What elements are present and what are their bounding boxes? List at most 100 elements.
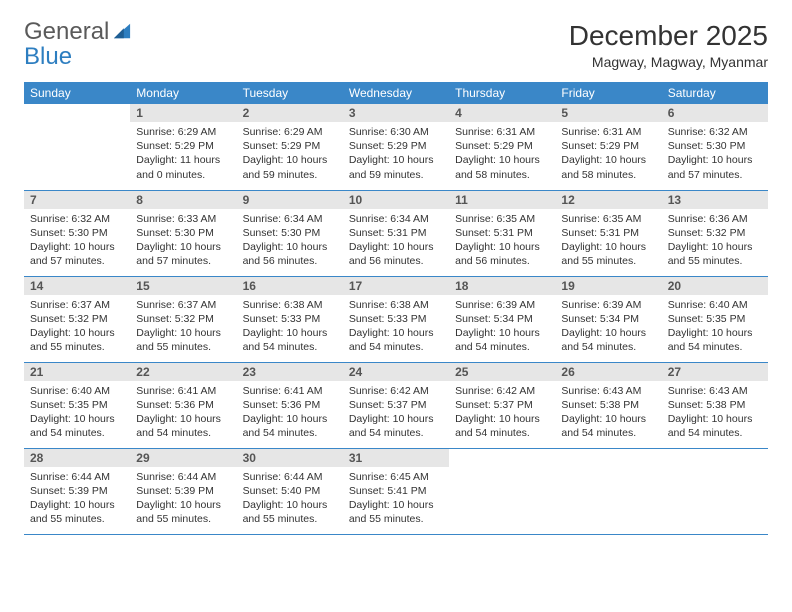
logo-text-b: Blue [24,43,72,70]
day-number: 5 [555,104,661,122]
calendar-empty [662,448,768,534]
day-number: 23 [237,363,343,381]
calendar-day: 24Sunrise: 6:42 AMSunset: 5:37 PMDayligh… [343,362,449,448]
day-details: Sunrise: 6:39 AMSunset: 5:34 PMDaylight:… [449,295,555,358]
calendar-day: 13Sunrise: 6:36 AMSunset: 5:32 PMDayligh… [662,190,768,276]
day-number [449,449,555,467]
day-number: 28 [24,449,130,467]
day-details: Sunrise: 6:35 AMSunset: 5:31 PMDaylight:… [449,209,555,272]
day-details: Sunrise: 6:29 AMSunset: 5:29 PMDaylight:… [237,122,343,185]
day-details: Sunrise: 6:44 AMSunset: 5:40 PMDaylight:… [237,467,343,530]
calendar-day: 10Sunrise: 6:34 AMSunset: 5:31 PMDayligh… [343,190,449,276]
calendar-day: 4Sunrise: 6:31 AMSunset: 5:29 PMDaylight… [449,104,555,190]
month-title: December 2025 [569,20,768,52]
weekday-header: Thursday [449,82,555,104]
calendar-day: 9Sunrise: 6:34 AMSunset: 5:30 PMDaylight… [237,190,343,276]
calendar-day: 28Sunrise: 6:44 AMSunset: 5:39 PMDayligh… [24,448,130,534]
calendar-day: 22Sunrise: 6:41 AMSunset: 5:36 PMDayligh… [130,362,236,448]
calendar-day: 23Sunrise: 6:41 AMSunset: 5:36 PMDayligh… [237,362,343,448]
weekday-header: Sunday [24,82,130,104]
calendar-week-row: 1Sunrise: 6:29 AMSunset: 5:29 PMDaylight… [24,104,768,190]
day-details: Sunrise: 6:44 AMSunset: 5:39 PMDaylight:… [130,467,236,530]
day-number: 6 [662,104,768,122]
day-number: 15 [130,277,236,295]
calendar-day: 3Sunrise: 6:30 AMSunset: 5:29 PMDaylight… [343,104,449,190]
day-details: Sunrise: 6:38 AMSunset: 5:33 PMDaylight:… [343,295,449,358]
day-number: 24 [343,363,449,381]
day-number: 14 [24,277,130,295]
day-details: Sunrise: 6:30 AMSunset: 5:29 PMDaylight:… [343,122,449,185]
calendar-day: 31Sunrise: 6:45 AMSunset: 5:41 PMDayligh… [343,448,449,534]
calendar-day: 8Sunrise: 6:33 AMSunset: 5:30 PMDaylight… [130,190,236,276]
day-details: Sunrise: 6:41 AMSunset: 5:36 PMDaylight:… [237,381,343,444]
day-details: Sunrise: 6:32 AMSunset: 5:30 PMDaylight:… [662,122,768,185]
day-details: Sunrise: 6:37 AMSunset: 5:32 PMDaylight:… [130,295,236,358]
day-number: 18 [449,277,555,295]
day-number: 20 [662,277,768,295]
weekday-header: Tuesday [237,82,343,104]
calendar-day: 12Sunrise: 6:35 AMSunset: 5:31 PMDayligh… [555,190,661,276]
day-number [24,104,130,122]
weekday-header: Friday [555,82,661,104]
day-number: 21 [24,363,130,381]
day-details: Sunrise: 6:31 AMSunset: 5:29 PMDaylight:… [555,122,661,185]
day-details: Sunrise: 6:43 AMSunset: 5:38 PMDaylight:… [555,381,661,444]
calendar-week-row: 28Sunrise: 6:44 AMSunset: 5:39 PMDayligh… [24,448,768,534]
day-number: 7 [24,191,130,209]
page-header: GeneralBlue December 2025 Magway, Magway… [24,20,768,70]
day-number: 13 [662,191,768,209]
logo-text-a: General [24,18,109,45]
day-details: Sunrise: 6:33 AMSunset: 5:30 PMDaylight:… [130,209,236,272]
day-details: Sunrise: 6:45 AMSunset: 5:41 PMDaylight:… [343,467,449,530]
calendar-week-row: 21Sunrise: 6:40 AMSunset: 5:35 PMDayligh… [24,362,768,448]
day-number: 4 [449,104,555,122]
calendar-day: 16Sunrise: 6:38 AMSunset: 5:33 PMDayligh… [237,276,343,362]
day-details: Sunrise: 6:34 AMSunset: 5:31 PMDaylight:… [343,209,449,272]
logo-sail-icon [112,21,132,45]
day-number: 16 [237,277,343,295]
day-details: Sunrise: 6:29 AMSunset: 5:29 PMDaylight:… [130,122,236,185]
calendar-day: 15Sunrise: 6:37 AMSunset: 5:32 PMDayligh… [130,276,236,362]
day-number: 31 [343,449,449,467]
weekday-header: Saturday [662,82,768,104]
calendar-page: GeneralBlue December 2025 Magway, Magway… [0,0,792,555]
calendar-day: 25Sunrise: 6:42 AMSunset: 5:37 PMDayligh… [449,362,555,448]
day-details: Sunrise: 6:42 AMSunset: 5:37 PMDaylight:… [449,381,555,444]
day-number: 19 [555,277,661,295]
calendar-head: SundayMondayTuesdayWednesdayThursdayFrid… [24,82,768,104]
calendar-day: 7Sunrise: 6:32 AMSunset: 5:30 PMDaylight… [24,190,130,276]
calendar-day: 17Sunrise: 6:38 AMSunset: 5:33 PMDayligh… [343,276,449,362]
day-number: 3 [343,104,449,122]
day-details: Sunrise: 6:34 AMSunset: 5:30 PMDaylight:… [237,209,343,272]
day-number: 30 [237,449,343,467]
day-number: 25 [449,363,555,381]
day-number: 10 [343,191,449,209]
calendar-day: 29Sunrise: 6:44 AMSunset: 5:39 PMDayligh… [130,448,236,534]
day-number: 8 [130,191,236,209]
day-number: 17 [343,277,449,295]
calendar-table: SundayMondayTuesdayWednesdayThursdayFrid… [24,82,768,535]
day-number: 27 [662,363,768,381]
day-details: Sunrise: 6:43 AMSunset: 5:38 PMDaylight:… [662,381,768,444]
title-block: December 2025 Magway, Magway, Myanmar [569,20,768,70]
day-number: 12 [555,191,661,209]
calendar-day: 21Sunrise: 6:40 AMSunset: 5:35 PMDayligh… [24,362,130,448]
calendar-day: 11Sunrise: 6:35 AMSunset: 5:31 PMDayligh… [449,190,555,276]
weekday-header: Wednesday [343,82,449,104]
calendar-week-row: 7Sunrise: 6:32 AMSunset: 5:30 PMDaylight… [24,190,768,276]
day-number [662,449,768,467]
day-number: 9 [237,191,343,209]
calendar-day: 5Sunrise: 6:31 AMSunset: 5:29 PMDaylight… [555,104,661,190]
day-number: 22 [130,363,236,381]
day-number: 1 [130,104,236,122]
day-details: Sunrise: 6:36 AMSunset: 5:32 PMDaylight:… [662,209,768,272]
calendar-empty [449,448,555,534]
day-details: Sunrise: 6:44 AMSunset: 5:39 PMDaylight:… [24,467,130,530]
day-details: Sunrise: 6:40 AMSunset: 5:35 PMDaylight:… [662,295,768,358]
day-details: Sunrise: 6:35 AMSunset: 5:31 PMDaylight:… [555,209,661,272]
calendar-day: 2Sunrise: 6:29 AMSunset: 5:29 PMDaylight… [237,104,343,190]
calendar-day: 19Sunrise: 6:39 AMSunset: 5:34 PMDayligh… [555,276,661,362]
day-details: Sunrise: 6:39 AMSunset: 5:34 PMDaylight:… [555,295,661,358]
day-details: Sunrise: 6:31 AMSunset: 5:29 PMDaylight:… [449,122,555,185]
day-details: Sunrise: 6:37 AMSunset: 5:32 PMDaylight:… [24,295,130,358]
